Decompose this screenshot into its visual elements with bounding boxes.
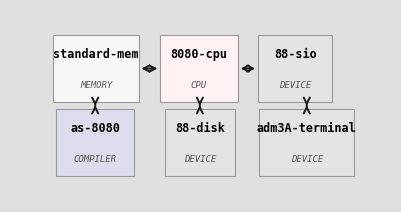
- Text: DEVICE: DEVICE: [183, 155, 215, 164]
- Text: 88-sio: 88-sio: [273, 48, 316, 61]
- Text: 88-disk: 88-disk: [174, 122, 224, 135]
- Text: 8080-cpu: 8080-cpu: [170, 48, 227, 61]
- Text: DEVICE: DEVICE: [278, 81, 310, 90]
- Text: DEVICE: DEVICE: [290, 155, 322, 164]
- Text: standard-mem: standard-mem: [53, 48, 138, 61]
- FancyBboxPatch shape: [53, 35, 138, 102]
- FancyBboxPatch shape: [56, 109, 134, 176]
- Text: adm3A-terminal: adm3A-terminal: [256, 122, 356, 135]
- Text: as-8080: as-8080: [70, 122, 120, 135]
- FancyBboxPatch shape: [160, 35, 237, 102]
- Text: COMPILER: COMPILER: [73, 155, 116, 164]
- FancyBboxPatch shape: [164, 109, 234, 176]
- FancyBboxPatch shape: [257, 35, 332, 102]
- Text: CPU: CPU: [190, 81, 207, 90]
- FancyBboxPatch shape: [259, 109, 353, 176]
- Text: MEMORY: MEMORY: [80, 81, 112, 90]
